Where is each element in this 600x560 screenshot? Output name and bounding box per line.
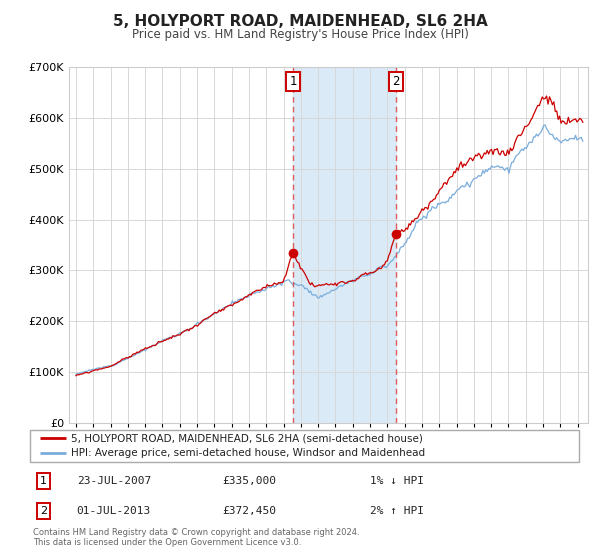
- Text: 1: 1: [40, 476, 47, 486]
- Text: 2% ↑ HPI: 2% ↑ HPI: [370, 506, 424, 516]
- Text: 2: 2: [392, 75, 400, 88]
- Text: 1% ↓ HPI: 1% ↓ HPI: [370, 476, 424, 486]
- Text: Contains HM Land Registry data © Crown copyright and database right 2024.
This d: Contains HM Land Registry data © Crown c…: [33, 528, 359, 547]
- Text: HPI: Average price, semi-detached house, Windsor and Maidenhead: HPI: Average price, semi-detached house,…: [71, 448, 425, 458]
- Text: 1: 1: [289, 75, 297, 88]
- Text: £372,450: £372,450: [222, 506, 276, 516]
- Text: 5, HOLYPORT ROAD, MAIDENHEAD, SL6 2HA: 5, HOLYPORT ROAD, MAIDENHEAD, SL6 2HA: [113, 14, 487, 29]
- Text: 5, HOLYPORT ROAD, MAIDENHEAD, SL6 2HA (semi-detached house): 5, HOLYPORT ROAD, MAIDENHEAD, SL6 2HA (s…: [71, 433, 423, 444]
- Text: £335,000: £335,000: [222, 476, 276, 486]
- Text: 2: 2: [40, 506, 47, 516]
- Text: Price paid vs. HM Land Registry's House Price Index (HPI): Price paid vs. HM Land Registry's House …: [131, 28, 469, 41]
- Bar: [293, 67, 396, 423]
- Text: 23-JUL-2007: 23-JUL-2007: [77, 476, 151, 486]
- Text: 01-JUL-2013: 01-JUL-2013: [77, 506, 151, 516]
